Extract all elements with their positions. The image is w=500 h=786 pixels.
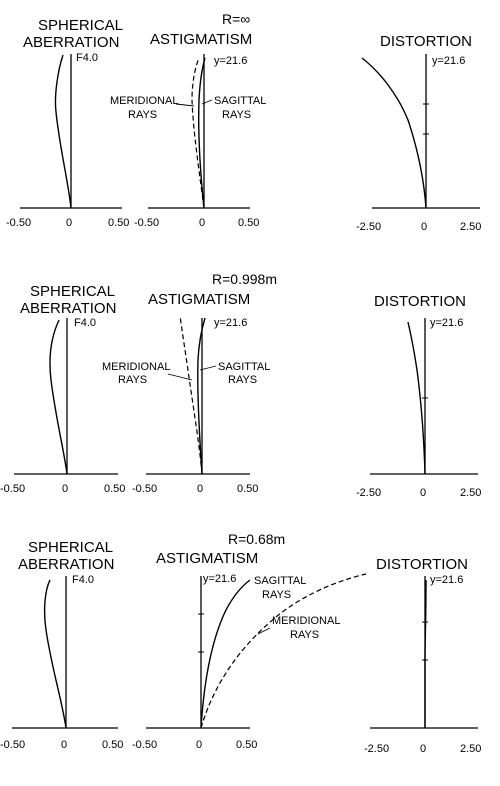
- row-3-spherical-tick-zero: 0: [61, 739, 67, 751]
- row-3-astigmatism-yvalue: y=21.6: [203, 573, 236, 585]
- row-1-sagittal-label-line1: SAGITTAL: [214, 95, 266, 107]
- row-1-meridional-leader: [175, 103, 195, 107]
- row-2-sagittal-curve: [197, 317, 206, 475]
- row-3-spherical-plot: SPHERICAL ABERRATION F4.0 -0.50 0 0.50: [0, 539, 123, 751]
- row-2-distortion-plot: DISTORTION y=21.6 -2.50 0 2.50: [356, 293, 481, 499]
- row-1-spherical-plot: SPHERICAL ABERRATION F4.0 -0.50 0 0.50: [6, 17, 129, 229]
- row-2-spherical-curve: [49, 319, 68, 475]
- row-3-spherical-fnumber: F4.0: [72, 574, 94, 586]
- row-2-spherical-title-line1: SPHERICAL: [30, 283, 115, 300]
- row-2-sagittal-leader: [199, 365, 217, 371]
- row-1-sagittal-leader: [201, 99, 213, 105]
- row-2-spherical-tick-min: -0.50: [0, 483, 25, 495]
- row-1-spherical-tick-zero: 0: [66, 217, 72, 229]
- row-1-spherical-tick-min: -0.50: [6, 217, 31, 229]
- row-3-meridional-label-line2: RAYS: [290, 629, 319, 641]
- row-3-spherical-curve: [43, 579, 67, 729]
- row-2-distortion-title: DISTORTION: [374, 293, 466, 310]
- row-2-meridional-leader: [167, 373, 193, 381]
- row-3-astigmatism-tick-zero: 0: [196, 739, 202, 751]
- row-1-spherical-curve: [54, 54, 72, 209]
- row-3-spherical-tick-max: 0.50: [102, 739, 123, 751]
- row-3-sagittal-curve: [200, 579, 251, 729]
- row-3-spherical-title-line1: SPHERICAL: [28, 539, 113, 556]
- row-2-spherical-plot: SPHERICAL ABERRATION F4.0 -0.50 0 0.50: [0, 283, 125, 495]
- row-2-spherical-tick-max: 0.50: [104, 483, 125, 495]
- row-1-distortion-curve: [361, 57, 427, 209]
- row-3-astigmatism-plot: ASTIGMATISM y=21.6 SAGITTAL RAYS MERIDIO…: [132, 550, 367, 751]
- row-1-astigmatism-tick-zero: 0: [199, 217, 205, 229]
- row-1: R=∞ SPHERICAL ABERRATION F4.0 -0.50 0 0.…: [6, 11, 481, 233]
- row-3-meridional-leader: [257, 627, 271, 635]
- row-3-meridional-label-line1: MERIDIONAL: [272, 615, 340, 627]
- row-2-radius-label: R=0.998m: [212, 271, 277, 287]
- row-2-distortion-curve: [407, 321, 426, 475]
- row-2-sagittal-label-line2: RAYS: [228, 374, 257, 386]
- row-2-astigmatism-tick-min: -0.50: [132, 483, 157, 495]
- row-1-distortion-plot: DISTORTION y=21.6 -2.50 0 2.50: [356, 33, 481, 233]
- row-1-sagittal-label-line2: RAYS: [222, 109, 251, 121]
- row-2-spherical-tick-zero: 0: [62, 483, 68, 495]
- row-3-distortion-tick-max: 2.50: [460, 743, 481, 755]
- row-2: R=0.998m SPHERICAL ABERRATION F4.0 -0.50…: [0, 271, 481, 499]
- row-3-distortion-yvalue: y=21.6: [430, 574, 463, 586]
- row-2-sagittal-label-line1: SAGITTAL: [218, 361, 270, 373]
- row-3-sagittal-label-line1: SAGITTAL: [254, 575, 306, 587]
- row-1-astigmatism-yvalue: y=21.6: [214, 55, 247, 67]
- row-2-meridional-label-line1: MERIDIONAL: [102, 361, 170, 373]
- row-3-astigmatism-tick-min: -0.50: [132, 739, 157, 751]
- row-1-astigmatism-tick-min: -0.50: [134, 217, 159, 229]
- row-2-astigmatism-tick-zero: 0: [197, 483, 203, 495]
- row-1-meridional-label-line2: RAYS: [128, 109, 157, 121]
- row-1-sagittal-curve: [198, 57, 206, 209]
- row-1-spherical-fnumber: F4.0: [76, 52, 98, 64]
- row-2-meridional-curve: [179, 315, 203, 475]
- row-1-spherical-tick-max: 0.50: [108, 217, 129, 229]
- row-1-meridional-curve: [191, 57, 205, 209]
- row-3-distortion-title: DISTORTION: [376, 556, 468, 573]
- row-1-astigmatism-title: ASTIGMATISM: [150, 31, 252, 48]
- row-3-distortion-tick-min: -2.50: [364, 743, 389, 755]
- row-1-distortion-title: DISTORTION: [380, 33, 472, 50]
- row-1-distortion-tick-max: 2.50: [460, 221, 481, 233]
- row-2-distortion-tick-zero: 0: [420, 487, 426, 499]
- row-2-astigmatism-plot: ASTIGMATISM y=21.6 MERIDIONAL RAYS SAGIT…: [102, 291, 270, 495]
- row-2-spherical-fnumber: F4.0: [74, 317, 96, 329]
- row-3-spherical-title-line2: ABERRATION: [18, 556, 114, 573]
- row-1-astigmatism-plot: ASTIGMATISM y=21.6 MERIDIONAL RAYS SAGIT…: [110, 31, 266, 229]
- row-2-distortion-tick-min: -2.50: [356, 487, 381, 499]
- row-2-astigmatism-yvalue: y=21.6: [214, 317, 247, 329]
- row-2-distortion-yvalue: y=21.6: [430, 317, 463, 329]
- row-1-distortion-tick-min: -2.50: [356, 221, 381, 233]
- row-1-spherical-title-line1: SPHERICAL: [38, 17, 123, 34]
- row-2-distortion-tick-max: 2.50: [460, 487, 481, 499]
- row-3-distortion-curve: [424, 579, 427, 728]
- row-3-sagittal-label-line2: RAYS: [262, 589, 291, 601]
- row-2-spherical-title-line2: ABERRATION: [20, 300, 116, 317]
- row-2-meridional-label-line2: RAYS: [118, 374, 147, 386]
- row-2-astigmatism-title: ASTIGMATISM: [148, 291, 250, 308]
- row-1-radius-label: R=∞: [222, 11, 250, 27]
- row-1-spherical-title-line2: ABERRATION: [23, 34, 119, 51]
- row-1-astigmatism-tick-max: 0.50: [238, 217, 259, 229]
- row-3-radius-label: R=0.68m: [228, 531, 285, 547]
- row-3-distortion-tick-zero: 0: [420, 743, 426, 755]
- row-1-distortion-yvalue: y=21.6: [432, 55, 465, 67]
- row-3-spherical-tick-min: -0.50: [0, 739, 25, 751]
- row-3-astigmatism-tick-max: 0.50: [236, 739, 257, 751]
- row-1-distortion-tick-zero: 0: [421, 221, 427, 233]
- row-3: R=0.68m SPHERICAL ABERRATION F4.0 -0.50 …: [0, 531, 481, 755]
- row-2-astigmatism-tick-max: 0.50: [237, 483, 258, 495]
- row-3-distortion-plot: DISTORTION y=21.6 -2.50 0 2.50: [364, 556, 481, 755]
- row-1-meridional-label-line1: MERIDIONAL: [110, 95, 178, 107]
- row-3-astigmatism-title: ASTIGMATISM: [156, 550, 258, 567]
